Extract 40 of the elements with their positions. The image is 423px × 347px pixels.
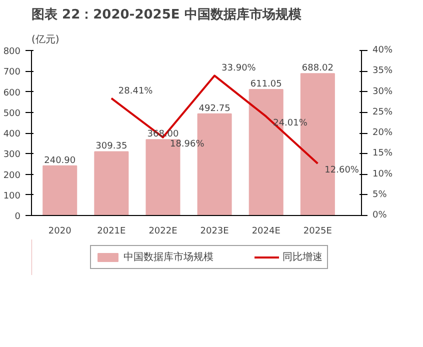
x-tick-label: 2023E [200, 226, 230, 236]
data-label: 24.01% [273, 118, 308, 128]
y2-tick-label: 10% [372, 169, 393, 180]
x-tick-label: 2024E [252, 226, 281, 236]
data-label: 12.60% [324, 166, 360, 176]
y2-tick-label: 15% [372, 148, 393, 159]
chart-title: 图表 22：2020-2025E 中国数据库市场规模 [32, 6, 302, 22]
data-label: 18.96% [170, 139, 205, 150]
y-tick-label: 600 [3, 88, 21, 98]
y2-tick-label: 0% [372, 210, 388, 220]
x-tick-label: 2020 [48, 226, 72, 236]
y2-tick-label: 20% [372, 128, 393, 138]
y-tick-label: 200 [3, 170, 21, 181]
y-tick-label: 100 [3, 191, 21, 202]
y-tick-label: 500 [3, 108, 21, 119]
legend-label: 中国数据库市场规模 [124, 250, 214, 264]
data-label: 33.90% [222, 64, 256, 74]
y2-tick-label: 40% [372, 46, 393, 56]
data-label: 240.90 [44, 156, 76, 166]
y2-tick-label: 35% [372, 66, 393, 76]
bar [42, 165, 78, 216]
data-label: 28.41% [118, 86, 154, 96]
y-tick-label: 0 [14, 212, 21, 222]
x-tick-label: 2022E [148, 226, 178, 236]
y-tick-label: 800 [3, 47, 21, 57]
data-label: 309.35 [96, 142, 128, 152]
y-tick-label: 300 [3, 150, 21, 160]
legend-label: 同比增速 [282, 250, 322, 264]
data-label: 688.02 [302, 64, 334, 74]
y2-tick-label: 30% [372, 86, 393, 97]
y-tick-label: 700 [3, 68, 21, 78]
data-label: 492.75 [198, 104, 230, 114]
x-tick-label: 2025E [303, 226, 332, 236]
y-tick-label: 400 [3, 130, 21, 140]
bar [94, 151, 129, 216]
data-label: 611.05 [250, 79, 282, 90]
y2-tick-label: 25% [372, 107, 393, 118]
x-tick-label: 2021E [97, 226, 126, 236]
y-axis-title: (亿元) [32, 34, 60, 46]
y2-tick-label: 5% [372, 190, 388, 200]
